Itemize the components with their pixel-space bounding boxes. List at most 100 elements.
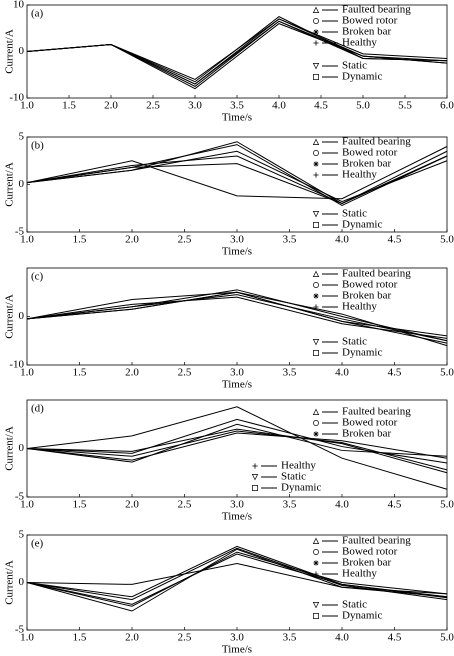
x-tick-label: 1.5 [62, 100, 76, 112]
legend-marker [312, 63, 320, 70]
series-line [26, 294, 448, 342]
legend-label: Faulted bearing [342, 406, 411, 418]
panel-label: (c) [31, 271, 44, 283]
legend-marker [313, 613, 319, 619]
legend-label: Faulted bearing [342, 4, 411, 16]
x-tick-label: 2.0 [125, 367, 139, 379]
legend-label: Static [342, 208, 367, 220]
legend-label: Static [342, 60, 367, 72]
legend-marker [313, 420, 319, 426]
x-tick-label: 1.0 [20, 100, 34, 112]
x-tick-label: 5.0 [440, 632, 454, 644]
x-tick-label: 3.5 [283, 367, 297, 379]
legend-label: Healthy [342, 301, 377, 313]
x-tick-label: 5.5 [398, 100, 412, 112]
y-axis-label: Current/A [4, 162, 16, 207]
legend-marker [313, 161, 319, 167]
x-tick-label: 1.0 [20, 499, 34, 511]
x-tick-label: 1.5 [73, 632, 87, 644]
x-tick-label: 4.0 [335, 632, 349, 644]
legend-marker [312, 270, 320, 277]
y-tick-label: -10 [9, 92, 24, 104]
x-axis-label: Time/s [222, 644, 252, 656]
panel-label: (b) [31, 140, 44, 152]
legend-marker [312, 6, 320, 13]
legend-marker [313, 549, 319, 555]
legend-marker [313, 18, 319, 24]
x-tick-label: 2.0 [104, 100, 118, 112]
y-tick-label: 5 [19, 529, 25, 541]
legend-marker [251, 474, 259, 481]
legend-marker [252, 485, 258, 491]
legend-label: Broken bar [342, 428, 392, 440]
y-tick-label: -5 [15, 491, 25, 503]
x-tick-label: 2.5 [178, 234, 192, 246]
x-tick-label: 3.0 [230, 234, 244, 246]
x-tick-label: 3.0 [230, 499, 244, 511]
y-tick-label: -5 [15, 226, 25, 238]
x-tick-label: 3.0 [230, 632, 244, 644]
series-line [26, 551, 448, 607]
y-axis-label: Current/A [4, 426, 16, 471]
x-axis-label: Time/s [222, 379, 252, 391]
y-tick-label: 0 [19, 178, 25, 190]
series-line [26, 553, 448, 605]
series-line [26, 428, 448, 474]
x-tick-label: 3.5 [283, 499, 297, 511]
legend-label: Faulted bearing [342, 535, 411, 547]
legend-marker [312, 602, 320, 609]
legend-label: Healthy [342, 568, 377, 580]
legend-label: Static [342, 336, 367, 348]
legend-marker [252, 463, 258, 469]
legend-marker [313, 40, 319, 46]
x-tick-label: 4.5 [388, 234, 402, 246]
series-line [26, 423, 448, 463]
x-tick-label: 5.0 [440, 499, 454, 511]
legend-label: Bowed rotor [342, 417, 398, 429]
legend-marker [313, 282, 319, 288]
legend-label: Broken bar [342, 557, 392, 569]
legend-label: Faulted bearing [342, 268, 411, 280]
legend-marker [312, 211, 320, 218]
legend-marker [313, 74, 319, 80]
x-tick-label: 6.0 [440, 100, 454, 112]
legend-label: Bowed rotor [342, 147, 398, 159]
legend-marker [313, 350, 319, 356]
x-tick-label: 3.5 [230, 100, 244, 112]
x-tick-label: 2.5 [146, 100, 160, 112]
series-line [26, 291, 448, 347]
y-tick-label: 0 [19, 45, 25, 57]
x-tick-label: 1.5 [73, 499, 87, 511]
legend-label: Healthy [342, 37, 377, 49]
series-line [26, 146, 448, 200]
x-tick-label: 5.0 [440, 234, 454, 246]
legend-label: Dynamic [281, 482, 321, 494]
x-tick-label: 4.5 [388, 632, 402, 644]
legend-label: Broken bar [342, 158, 392, 170]
series-line [26, 547, 448, 601]
legend-marker [313, 172, 319, 178]
x-tick-label: 1.5 [73, 234, 87, 246]
y-tick-label: 10 [13, 0, 25, 11]
legend-marker [313, 29, 319, 35]
x-tick-label: 4.5 [314, 100, 328, 112]
legend-marker [313, 293, 319, 299]
x-tick-label: 4.0 [272, 100, 286, 112]
y-axis-label: Current/A [4, 294, 16, 339]
x-tick-label: 1.5 [73, 367, 87, 379]
legend-marker [312, 408, 320, 415]
y-tick-label: -10 [9, 359, 24, 371]
x-tick-label: 4.5 [388, 499, 402, 511]
series-line [26, 155, 448, 205]
series-line [26, 20, 448, 85]
legend-marker [313, 431, 319, 437]
x-tick-label: 2.0 [125, 499, 139, 511]
series-line [26, 406, 448, 490]
x-tick-label: 2.5 [178, 367, 192, 379]
x-tick-label: 2.0 [125, 234, 139, 246]
legend-marker [313, 571, 319, 577]
legend-marker [312, 339, 320, 346]
legend-label: Broken bar [342, 26, 392, 38]
x-axis-label: Time/s [222, 112, 252, 124]
